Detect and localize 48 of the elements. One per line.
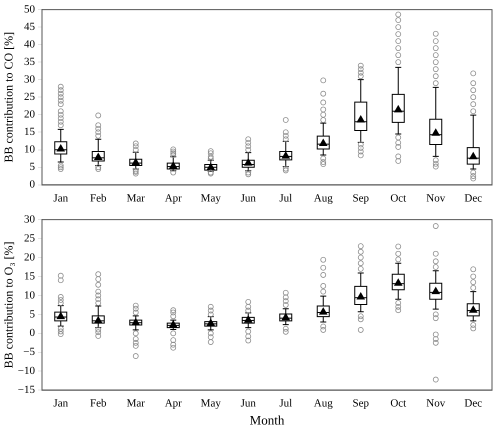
- y-tick-label: 20: [24, 108, 36, 121]
- x-tick-label: Nov: [426, 398, 446, 410]
- x-tick-label: Aug: [314, 398, 334, 410]
- x-tick-label: Mar: [126, 398, 146, 410]
- y-tick-label: 25: [24, 91, 36, 104]
- x-tick-label: Feb: [90, 398, 107, 410]
- x-tick-label: Oct: [390, 192, 406, 204]
- y-tick-label: 20: [24, 251, 36, 264]
- x-tick-label: Jul: [279, 192, 292, 204]
- x-tick-label: Dec: [464, 398, 482, 410]
- y-tick-label: 15: [24, 126, 36, 138]
- x-tick-label: May: [200, 192, 222, 204]
- y-tick-label: 40: [24, 38, 36, 51]
- x-tick-label: Jul: [279, 398, 292, 410]
- y-tick-label: 0: [30, 327, 36, 340]
- y-axis-title: BB contribution to CO [%]: [1, 32, 16, 163]
- x-tick-label: Jun: [240, 192, 256, 204]
- y-tick-label: 10: [24, 144, 36, 156]
- x-tick-label: Apr: [164, 398, 182, 410]
- y-tick-label: 50: [24, 3, 36, 16]
- y-tick-label: 5: [30, 308, 36, 320]
- y-tick-label: 45: [24, 21, 36, 34]
- y-tick-label: 10: [24, 289, 36, 302]
- y-tick-label: 25: [24, 232, 36, 244]
- y-tick-label: 35: [24, 56, 36, 68]
- x-tick-label: Feb: [90, 192, 107, 204]
- y-tick-label: −5: [23, 346, 36, 358]
- x-tick-label: Sep: [352, 398, 370, 410]
- x-tick-label: Apr: [164, 192, 182, 204]
- x-tick-label: Jan: [53, 192, 69, 204]
- y-axis-title: BB contribution to O₃ [%]: [1, 241, 16, 368]
- x-tick-label: Dec: [464, 192, 482, 204]
- x-tick-label: Mar: [126, 192, 146, 204]
- y-tick-label: −10: [18, 365, 36, 378]
- x-tick-label: Nov: [426, 192, 446, 204]
- x-tick-label: Jun: [240, 398, 256, 410]
- x-tick-label: Sep: [352, 192, 370, 204]
- y-tick-label: −15: [18, 384, 36, 396]
- x-tick-label: Jan: [53, 398, 69, 410]
- y-tick-label: 5: [30, 161, 36, 174]
- y-tick-label: 15: [24, 270, 36, 282]
- y-tick-label: 30: [24, 74, 36, 86]
- x-tick-label: May: [200, 398, 222, 410]
- y-tick-label: 0: [30, 178, 36, 191]
- x-tick-label: Oct: [390, 398, 406, 410]
- x-axis-title: Month: [250, 412, 285, 428]
- y-tick-label: 30: [24, 213, 36, 226]
- x-tick-label: Aug: [314, 192, 334, 204]
